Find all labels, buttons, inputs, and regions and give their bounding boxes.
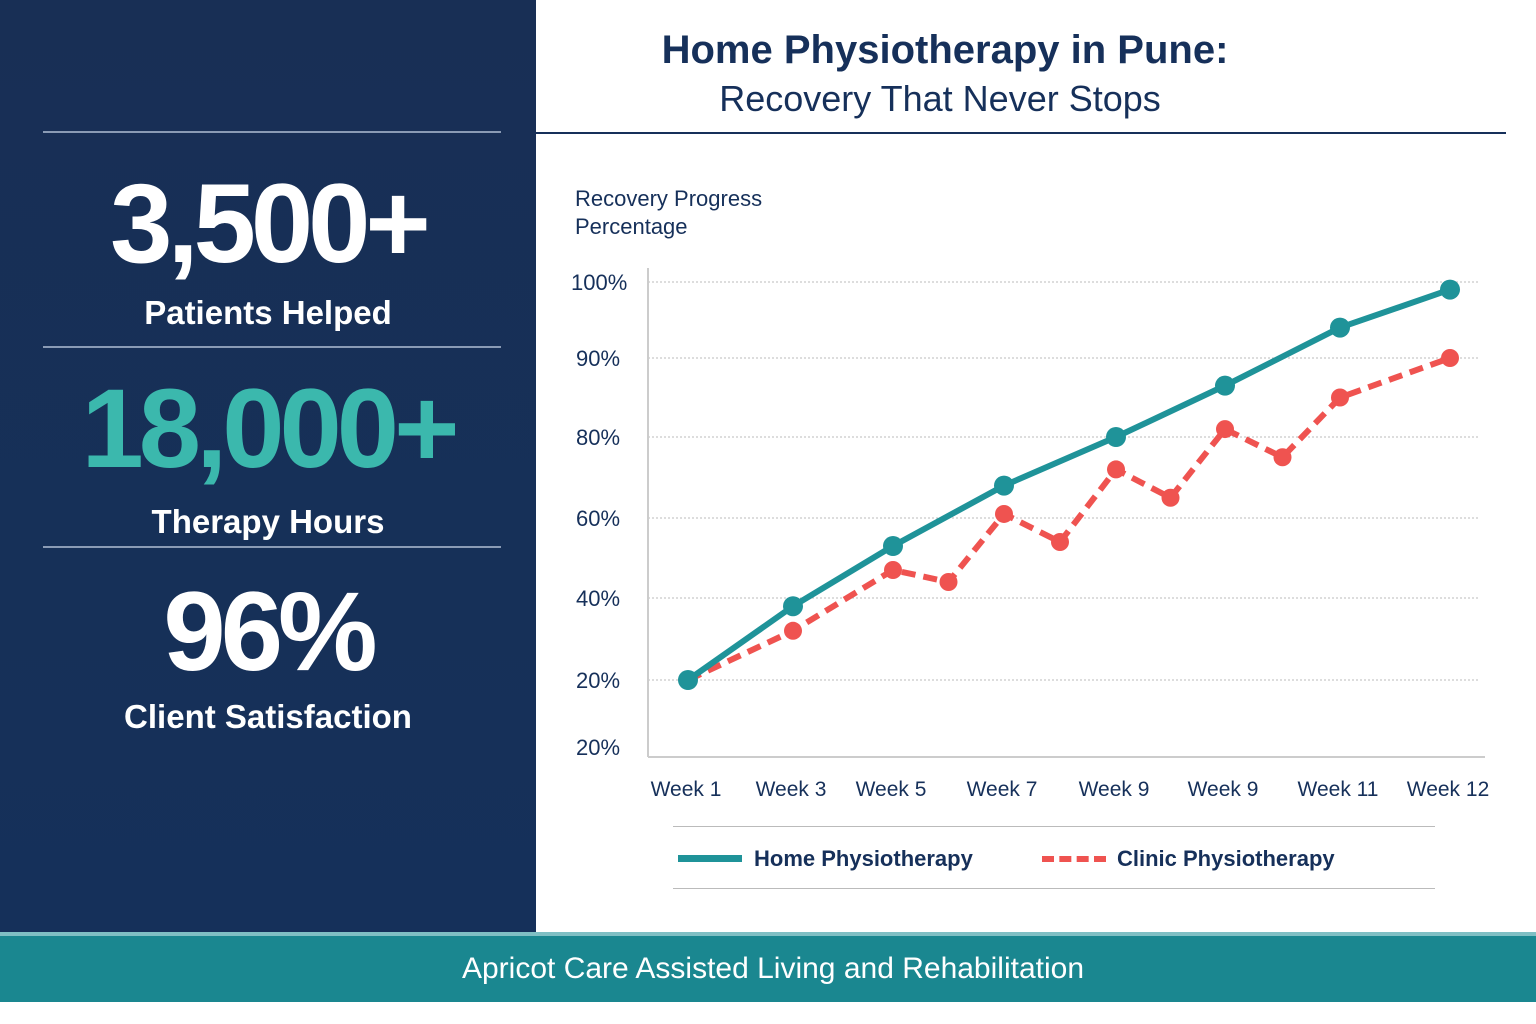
data-point-home [1330, 317, 1350, 338]
data-point-clinic [884, 561, 902, 579]
data-point-clinic [1441, 349, 1459, 367]
legend-clinic-swatch [1042, 856, 1106, 862]
x-tick-label: Week 9 [1188, 778, 1259, 801]
stat-value: 96% [163, 569, 377, 694]
y-tick-label: 20% [576, 668, 620, 693]
stat-patients: 3,500+ Patients Helped [0, 161, 536, 331]
divider [43, 131, 501, 133]
legend-divider [673, 888, 1435, 889]
stat-satisfaction: 96% Client Satisfaction [0, 569, 536, 735]
series-line-clinic [686, 355, 1452, 683]
divider [43, 346, 501, 348]
data-point-clinic [1331, 388, 1349, 407]
data-point-clinic [939, 573, 958, 591]
page-subtitle: Recovery That Never Stops [719, 78, 1161, 119]
data-point-clinic [1273, 448, 1292, 467]
x-tick-label: Week 5 [856, 778, 927, 801]
x-tick-label: Week 3 [756, 778, 827, 801]
y-tick-label: 20% [576, 735, 620, 760]
stat-hours: 18,000+ Therapy Hours [0, 366, 536, 540]
x-tick-label: Week 7 [967, 778, 1038, 801]
y-tick-label: 60% [576, 506, 620, 531]
divider [43, 546, 501, 548]
data-point-clinic [1161, 488, 1180, 507]
data-point-home [1215, 375, 1235, 396]
data-point-clinic [1051, 533, 1069, 551]
y-axis-label-line2: Percentage [575, 214, 688, 239]
stat-value: 3,500+ [110, 161, 431, 286]
data-point-home [994, 475, 1014, 496]
y-tick-label: 80% [576, 425, 620, 450]
y-axis-label-line1: Recovery Progress [575, 186, 763, 211]
divider [536, 132, 1506, 134]
x-tick-label: Week 12 [1407, 778, 1490, 801]
stats-panel: 3,500+ Patients Helped 18,000+ Therapy H… [0, 0, 536, 932]
stat-label: Patients Helped [144, 294, 392, 331]
footer-banner: Apricot Care Assisted Living and Rehabil… [0, 932, 1536, 1002]
data-point-home [883, 536, 903, 556]
y-tick-label: 90% [576, 346, 620, 371]
page-title: Home Physiotherapy in Pune: [661, 28, 1229, 72]
legend-home-swatch [678, 855, 742, 862]
data-point-clinic [784, 621, 802, 640]
x-tick-label: Week 1 [651, 778, 722, 801]
line-chart: 20% 20% 40% 60% 80% 90% 100% Week 1 Week 3 Week 5… [571, 268, 1490, 801]
footer-text: Apricot Care Assisted Living and Rehabil… [461, 952, 1085, 985]
x-tick-label: Week 9 [1079, 778, 1150, 801]
legend-divider [673, 826, 1435, 827]
data-point-home [678, 670, 698, 690]
stat-value: 18,000+ [81, 366, 460, 491]
stat-label: Client Satisfaction [124, 698, 412, 735]
legend-home-label: Home Physiotherapy [754, 846, 973, 871]
data-point-home [783, 596, 803, 617]
stat-label: Therapy Hours [151, 503, 385, 540]
series-line-home [686, 286, 1451, 683]
data-point-clinic [1107, 460, 1125, 479]
x-tick-label: Week 11 [1298, 778, 1379, 801]
y-tick-label: 40% [576, 586, 620, 611]
data-point-home [1440, 279, 1460, 300]
data-point-home [1106, 427, 1126, 447]
data-point-clinic [1216, 420, 1234, 439]
data-point-clinic [995, 504, 1013, 523]
legend-clinic-label: Clinic Physiotherapy [1117, 846, 1335, 871]
y-tick-label: 100% [571, 270, 627, 295]
